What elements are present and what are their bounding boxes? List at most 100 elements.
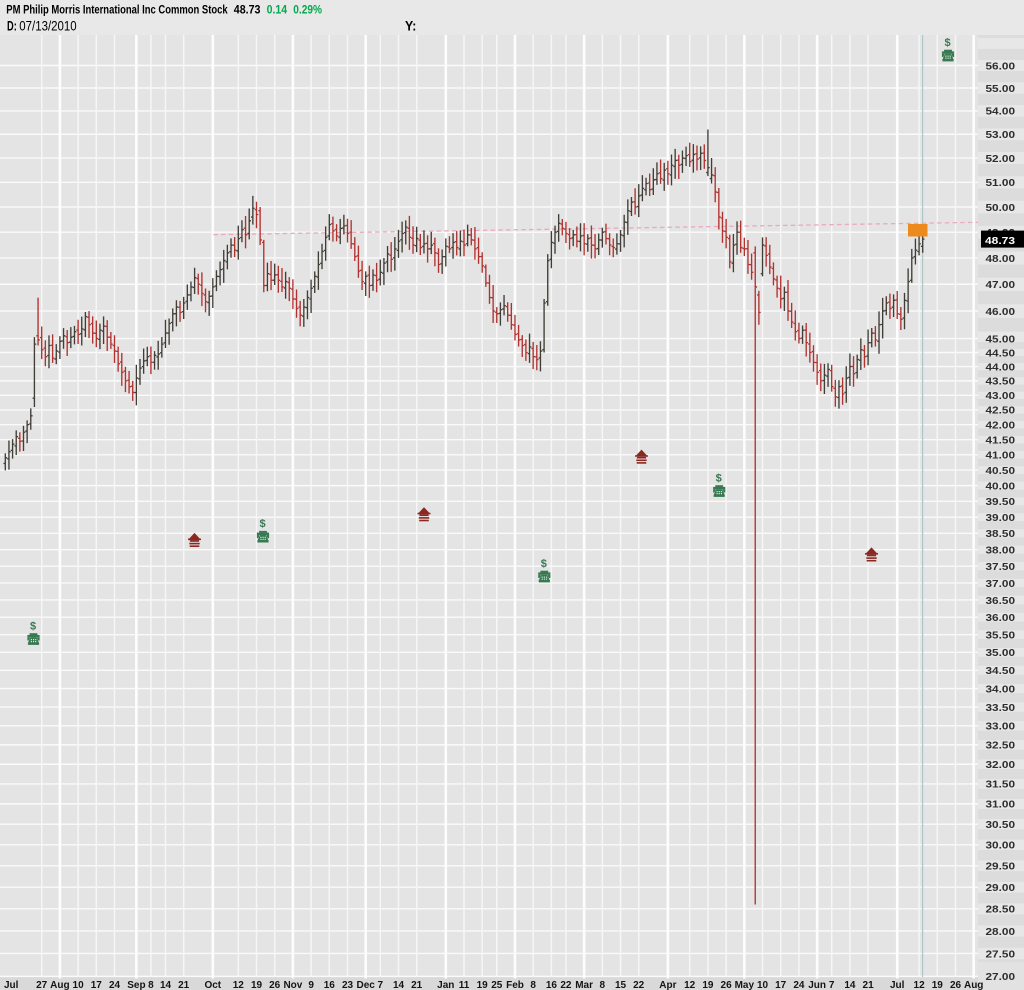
svg-text:46.00: 46.00 (986, 306, 1016, 318)
svg-text:$: $ (541, 558, 547, 570)
svg-text:Sep: Sep (127, 980, 145, 990)
svg-text:34.50: 34.50 (986, 665, 1016, 677)
svg-text:15: 15 (615, 980, 627, 990)
svg-text:30.50: 30.50 (986, 819, 1016, 831)
svg-text:Apr: Apr (659, 980, 676, 990)
svg-text:28.50: 28.50 (986, 904, 1016, 916)
svg-text:24: 24 (109, 980, 121, 990)
svg-text:Feb: Feb (506, 980, 524, 990)
svg-text:$: $ (944, 37, 950, 49)
svg-text:28.00: 28.00 (986, 926, 1016, 938)
svg-text:22: 22 (633, 980, 645, 990)
svg-text:19: 19 (477, 980, 489, 990)
svg-text:41.50: 41.50 (986, 435, 1016, 447)
svg-text:May: May (735, 980, 755, 990)
svg-text:10: 10 (757, 980, 769, 990)
svg-text:17: 17 (775, 980, 787, 990)
svg-text:11: 11 (459, 980, 470, 990)
svg-text:38.50: 38.50 (986, 528, 1016, 540)
svg-text:19: 19 (702, 980, 714, 990)
svg-text:8: 8 (148, 980, 154, 990)
svg-text:21: 21 (411, 980, 423, 990)
svg-text:27.00: 27.00 (986, 971, 1016, 983)
svg-text:36.00: 36.00 (986, 612, 1016, 624)
svg-text:Nov: Nov (283, 980, 302, 990)
svg-text:Jun: Jun (808, 980, 826, 990)
svg-text:53.00: 53.00 (986, 129, 1016, 141)
svg-text:34.00: 34.00 (986, 683, 1016, 695)
svg-text:8: 8 (530, 980, 536, 990)
svg-text:Dec: Dec (357, 980, 376, 990)
svg-text:12: 12 (914, 980, 926, 990)
svg-text:42.00: 42.00 (986, 420, 1016, 432)
svg-text:37.50: 37.50 (986, 561, 1016, 573)
svg-text:$: $ (259, 518, 265, 530)
svg-text:0.29%: 0.29% (293, 5, 322, 17)
svg-text:D:: D: (7, 17, 17, 33)
svg-text:21: 21 (863, 980, 875, 990)
svg-text:16: 16 (324, 980, 336, 990)
svg-text:Y:: Y: (405, 17, 416, 33)
svg-text:0.14: 0.14 (267, 5, 288, 17)
svg-text:44.00: 44.00 (986, 361, 1016, 373)
svg-text:43.00: 43.00 (986, 390, 1016, 402)
svg-text:32.00: 32.00 (986, 759, 1016, 771)
svg-text:37.00: 37.00 (986, 578, 1016, 590)
svg-text:51.00: 51.00 (986, 177, 1016, 189)
svg-text:25: 25 (491, 980, 503, 990)
svg-text:47.00: 47.00 (986, 279, 1016, 291)
svg-text:27.50: 27.50 (986, 948, 1016, 960)
svg-text:7: 7 (829, 980, 835, 990)
svg-text:$: $ (716, 473, 722, 485)
svg-text:43.50: 43.50 (986, 376, 1016, 388)
svg-text:Mar: Mar (575, 980, 593, 990)
svg-text:$: $ (30, 621, 36, 633)
svg-text:44.50: 44.50 (986, 347, 1016, 359)
svg-text:54.00: 54.00 (986, 106, 1016, 118)
svg-text:Jul: Jul (890, 980, 905, 990)
svg-text:8: 8 (600, 980, 606, 990)
svg-text:Oct: Oct (204, 980, 221, 990)
svg-text:Aug: Aug (50, 980, 69, 990)
svg-text:26: 26 (950, 980, 962, 990)
svg-text:26: 26 (721, 980, 733, 990)
svg-text:55.00: 55.00 (986, 83, 1016, 95)
svg-text:29.00: 29.00 (986, 882, 1016, 894)
svg-text:26: 26 (269, 980, 281, 990)
svg-text:16: 16 (546, 980, 558, 990)
svg-text:32.50: 32.50 (986, 740, 1016, 752)
svg-text:39.00: 39.00 (986, 512, 1016, 524)
svg-text:07/13/2010: 07/13/2010 (19, 17, 77, 33)
svg-text:31.50: 31.50 (986, 779, 1016, 791)
svg-text:9: 9 (308, 980, 314, 990)
svg-text:23: 23 (342, 980, 354, 990)
svg-text:PM Philip Morris International: PM Philip Morris International Inc Commo… (6, 5, 228, 17)
svg-text:50.00: 50.00 (986, 202, 1016, 214)
svg-text:39.50: 39.50 (986, 496, 1016, 508)
svg-text:10: 10 (73, 980, 85, 990)
svg-text:29.50: 29.50 (986, 861, 1016, 873)
svg-text:56.00: 56.00 (986, 60, 1016, 72)
svg-text:31.00: 31.00 (986, 799, 1016, 811)
svg-text:21: 21 (178, 980, 190, 990)
svg-text:48.73: 48.73 (234, 5, 261, 17)
svg-text:35.00: 35.00 (986, 647, 1016, 659)
svg-text:14: 14 (844, 980, 856, 990)
svg-text:48.00: 48.00 (986, 253, 1016, 265)
svg-text:19: 19 (251, 980, 263, 990)
svg-text:45.00: 45.00 (986, 333, 1016, 345)
svg-text:38.00: 38.00 (986, 545, 1016, 557)
svg-text:17: 17 (91, 980, 103, 990)
svg-text:36.50: 36.50 (986, 595, 1016, 607)
svg-text:14: 14 (393, 980, 405, 990)
svg-text:Jul: Jul (4, 980, 19, 990)
svg-text:Aug: Aug (964, 980, 983, 990)
svg-text:33.00: 33.00 (986, 721, 1016, 733)
svg-text:30.00: 30.00 (986, 840, 1016, 852)
svg-text:35.50: 35.50 (986, 629, 1016, 641)
svg-text:12: 12 (233, 980, 245, 990)
svg-text:42.50: 42.50 (986, 405, 1016, 417)
svg-text:41.00: 41.00 (986, 450, 1016, 462)
svg-text:40.50: 40.50 (986, 465, 1016, 477)
svg-text:48.73: 48.73 (985, 235, 1015, 247)
